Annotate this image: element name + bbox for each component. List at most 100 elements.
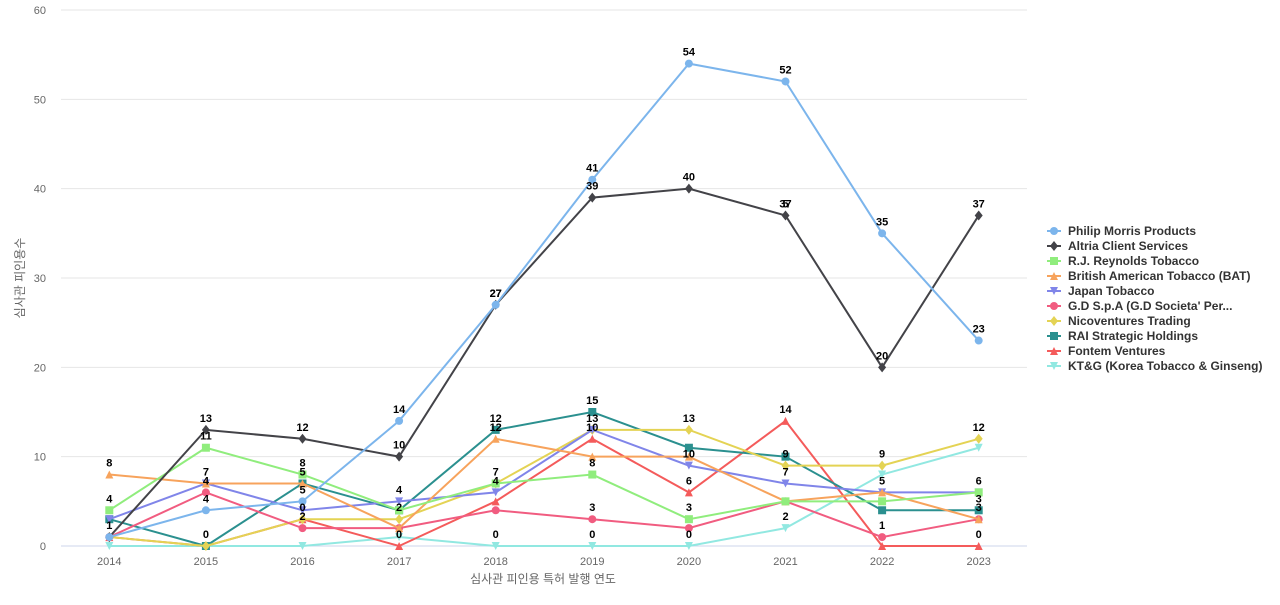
data-label: 2 (396, 502, 402, 514)
data-point (974, 506, 983, 515)
data-label: 9 (782, 449, 788, 461)
data-point (395, 533, 404, 542)
legend-marker (1050, 332, 1058, 340)
legend-marker (1050, 302, 1058, 310)
legend-marker (1050, 316, 1058, 326)
legend-item[interactable]: G.D S.p.A (G.D Societa' Per... (1047, 299, 1232, 313)
legend-item[interactable]: British American Tobacco (BAT) (1047, 269, 1250, 283)
data-point (491, 479, 500, 488)
series-0 (105, 59, 983, 542)
legend-marker (1050, 241, 1058, 251)
legend-item[interactable]: Philip Morris Products (1047, 224, 1196, 238)
data-label: 54 (683, 47, 696, 59)
legend-label: RAI Strategic Holdings (1068, 329, 1198, 343)
data-point (201, 424, 210, 435)
data-label: 20 (876, 350, 888, 362)
data-label: 3 (976, 502, 982, 514)
legend-item[interactable]: R.J. Reynolds Tobacco (1047, 254, 1199, 268)
legend-label: Nicoventures Trading (1068, 314, 1191, 328)
series-line (108, 428, 979, 521)
series-line (109, 428, 979, 548)
x-axis-title: 심사관 피인용 특허 발행 연도 (470, 571, 616, 586)
data-point (588, 434, 597, 443)
legend-label: R.J. Reynolds Tobacco (1068, 254, 1199, 268)
data-label: 27 (490, 288, 502, 300)
series-line (108, 491, 979, 539)
data-point (298, 524, 307, 533)
data-label: 52 (779, 64, 791, 76)
y-tick-label: 30 (34, 273, 46, 285)
legend-item[interactable]: Nicoventures Trading (1047, 314, 1191, 328)
series-line (109, 62, 980, 539)
data-point (588, 470, 597, 479)
legend-marker (1050, 227, 1058, 235)
data-point (105, 542, 114, 550)
data-label: 4 (106, 493, 113, 505)
series-layer (105, 59, 983, 551)
series-5 (105, 488, 983, 542)
data-label-layer: 1451427415452352313121027394037203781241… (106, 47, 985, 541)
data-point (878, 542, 887, 550)
series-3 (105, 434, 983, 533)
legend-item[interactable]: RAI Strategic Holdings (1047, 329, 1198, 343)
data-point (974, 542, 983, 550)
data-label: 39 (586, 181, 598, 193)
legend-label: Fontem Ventures (1068, 344, 1166, 358)
x-tick-label: 2022 (870, 556, 894, 568)
data-point (588, 425, 597, 434)
legend-item[interactable]: Altria Client Services (1047, 239, 1188, 253)
data-label: 14 (779, 404, 792, 416)
data-label: 7 (203, 466, 209, 478)
data-point (298, 542, 307, 550)
legend-item[interactable]: Fontem Ventures (1047, 344, 1166, 358)
data-point (491, 434, 500, 443)
legend-marker (1050, 347, 1058, 355)
legend-item[interactable]: Japan Tobacco (1047, 284, 1154, 298)
data-point (395, 451, 404, 462)
data-label: 9 (879, 449, 885, 461)
legend-marker (1050, 272, 1058, 280)
data-point (878, 533, 887, 542)
data-point (395, 542, 404, 550)
data-label: 12 (973, 422, 985, 434)
data-point (974, 488, 983, 497)
legend-marker (1050, 362, 1058, 370)
data-point (298, 497, 307, 506)
y-tick-label: 40 (34, 184, 46, 196)
data-point (588, 542, 597, 550)
legend-marker (1050, 287, 1058, 295)
y-tick-label: 50 (34, 94, 46, 106)
data-point (684, 524, 693, 533)
data-label: 41 (586, 163, 598, 175)
data-point (201, 443, 210, 452)
data-point (491, 425, 500, 434)
data-point (781, 524, 790, 533)
data-label: 0 (203, 529, 209, 541)
data-label: 8 (299, 458, 305, 470)
data-label: 12 (490, 413, 502, 425)
data-point (878, 460, 887, 471)
data-point (974, 443, 983, 452)
data-label: 13 (200, 413, 212, 425)
legend-item[interactable]: KT&G (Korea Tobacco & Ginseng) (1047, 359, 1262, 373)
data-label: 2 (299, 511, 305, 523)
data-point (491, 300, 500, 309)
x-tick-label: 2015 (194, 556, 218, 568)
data-label: 13 (683, 413, 695, 425)
x-tick-label: 2017 (387, 556, 411, 568)
series-line (108, 446, 979, 521)
series-4 (105, 425, 983, 524)
x-tick-label: 2019 (580, 556, 604, 568)
data-point (105, 533, 114, 542)
data-point (201, 488, 210, 497)
grid-layer (61, 9, 1027, 547)
data-label: 37 (973, 198, 985, 210)
data-point (684, 488, 693, 497)
data-label: 0 (396, 529, 402, 541)
legend-label: KT&G (Korea Tobacco & Ginseng) (1068, 359, 1262, 373)
data-point (491, 497, 500, 506)
data-label: 37 (779, 198, 791, 210)
series-line (109, 410, 979, 548)
